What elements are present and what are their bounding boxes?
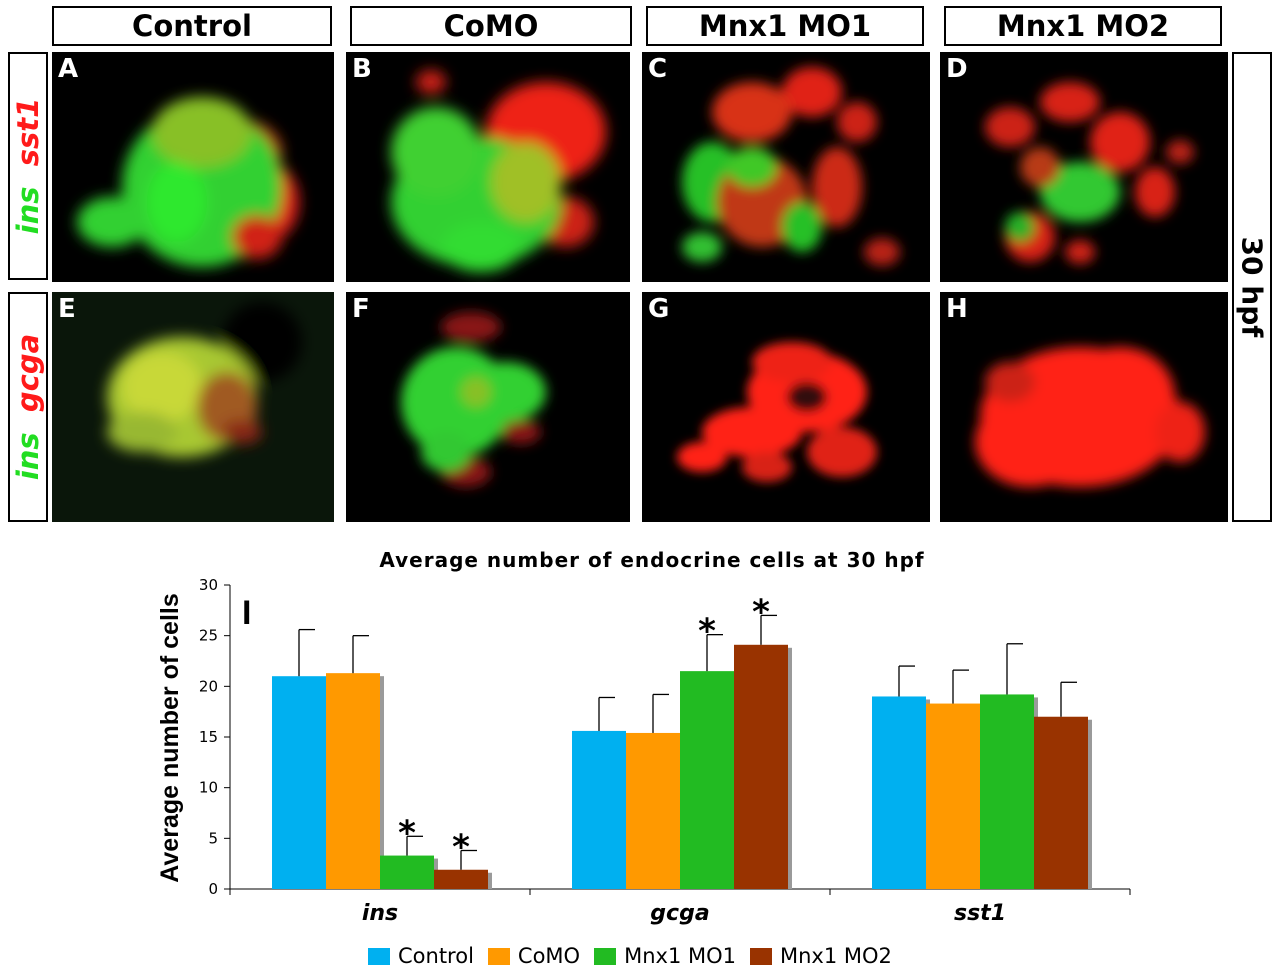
significance-asterisk: * — [452, 827, 470, 867]
panel-letter: G — [648, 294, 670, 324]
row-label-green-stain: ins — [11, 186, 45, 235]
legend-swatch — [750, 947, 772, 965]
legend-swatch — [368, 947, 390, 965]
micrograph-panel-e: E — [52, 292, 334, 522]
bar — [272, 676, 326, 889]
column-header-como: CoMO — [350, 6, 632, 46]
legend-label: Mnx1 MO2 — [780, 944, 892, 968]
x-category-label: sst1 — [954, 901, 1006, 926]
legend-item-mnx1-mo2: Mnx1 MO2 — [750, 944, 892, 968]
bar — [626, 732, 680, 889]
legend-item-mnx1-mo1: Mnx1 MO1 — [594, 944, 736, 968]
timepoint-text: 30 hpf — [1235, 236, 1269, 338]
micrograph-image — [975, 347, 1205, 487]
chart-panel-letter: I — [242, 594, 251, 632]
x-category-label: ins — [362, 901, 398, 926]
micrograph-panel-g: G — [642, 292, 930, 522]
micrograph-panel-c: C — [642, 52, 930, 282]
panel-letter: C — [648, 54, 668, 84]
column-header-mnx1-mo2: Mnx1 MO2 — [944, 6, 1222, 46]
bar — [680, 671, 734, 889]
bar — [980, 694, 1034, 889]
micrograph-panel-b: B — [346, 52, 630, 282]
legend-item-control: Control — [368, 944, 474, 968]
column-header-control: Control — [52, 6, 332, 46]
y-tick-label: 15 — [199, 728, 218, 746]
y-tick-label: 30 — [199, 576, 218, 594]
y-tick-label: 0 — [208, 880, 218, 898]
panel-letter: E — [58, 294, 76, 324]
micrograph-panel-h: H — [940, 292, 1228, 522]
panel-letter: A — [58, 54, 79, 84]
significance-asterisk: * — [398, 813, 416, 853]
panel-letter: B — [352, 54, 372, 84]
micrograph-panel-d: D — [940, 52, 1228, 282]
bar — [734, 644, 788, 889]
bar — [326, 673, 380, 889]
endocrine-cells-bar-chart: Average number of endocrine cells at 30 … — [156, 548, 1131, 926]
y-axis-label: Average number of cells — [156, 593, 184, 882]
y-tick-label: 20 — [199, 677, 218, 695]
legend-item-como: CoMO — [487, 944, 581, 968]
chart-legend: Control CoMO Mnx1 MO1 Mnx1 MO2 — [368, 944, 906, 968]
micrograph-panel-f: F — [346, 292, 630, 522]
micrograph-image — [682, 67, 900, 266]
legend-label: Mnx1 MO1 — [624, 944, 736, 968]
row-label-green-stain: ins — [11, 432, 45, 481]
x-category-label: gcga — [650, 901, 709, 926]
legend-label: Control — [398, 944, 474, 968]
legend-swatch — [487, 947, 510, 965]
row-label-ins-gcga: ins gcga — [8, 292, 48, 522]
column-header-mnx1-mo1: Mnx1 MO1 — [646, 6, 924, 46]
row-label-ins-sst1: ins sst1 — [8, 52, 48, 280]
significance-asterisk: * — [752, 592, 770, 632]
bar — [872, 696, 926, 889]
bar — [572, 730, 626, 889]
bar — [434, 869, 488, 889]
row-label-red-stain: sst1 — [11, 97, 45, 167]
chart-title: Average number of endocrine cells at 30 … — [379, 548, 924, 572]
micrograph-image — [401, 312, 546, 487]
micrograph-panel-a: A — [52, 52, 334, 282]
bar — [1034, 716, 1088, 889]
bar — [380, 855, 434, 889]
legend-label: CoMO — [517, 944, 581, 968]
micrograph-image — [391, 70, 606, 272]
y-tick-label: 10 — [199, 779, 218, 797]
micrograph-image — [77, 97, 299, 267]
panel-letter: F — [352, 294, 370, 324]
micrograph-image — [677, 342, 877, 482]
timepoint-label: 30 hpf — [1232, 52, 1272, 522]
legend-swatch — [594, 947, 617, 965]
row-label-red-stain: gcga — [11, 333, 45, 413]
micrograph-image — [985, 82, 1194, 264]
y-tick-label: 25 — [199, 627, 218, 645]
panel-letter: D — [946, 54, 968, 84]
significance-asterisk: * — [698, 612, 716, 652]
bar — [926, 703, 980, 889]
panel-letter: H — [946, 294, 968, 324]
micrograph-image — [107, 302, 302, 457]
y-tick-label: 5 — [208, 829, 218, 847]
